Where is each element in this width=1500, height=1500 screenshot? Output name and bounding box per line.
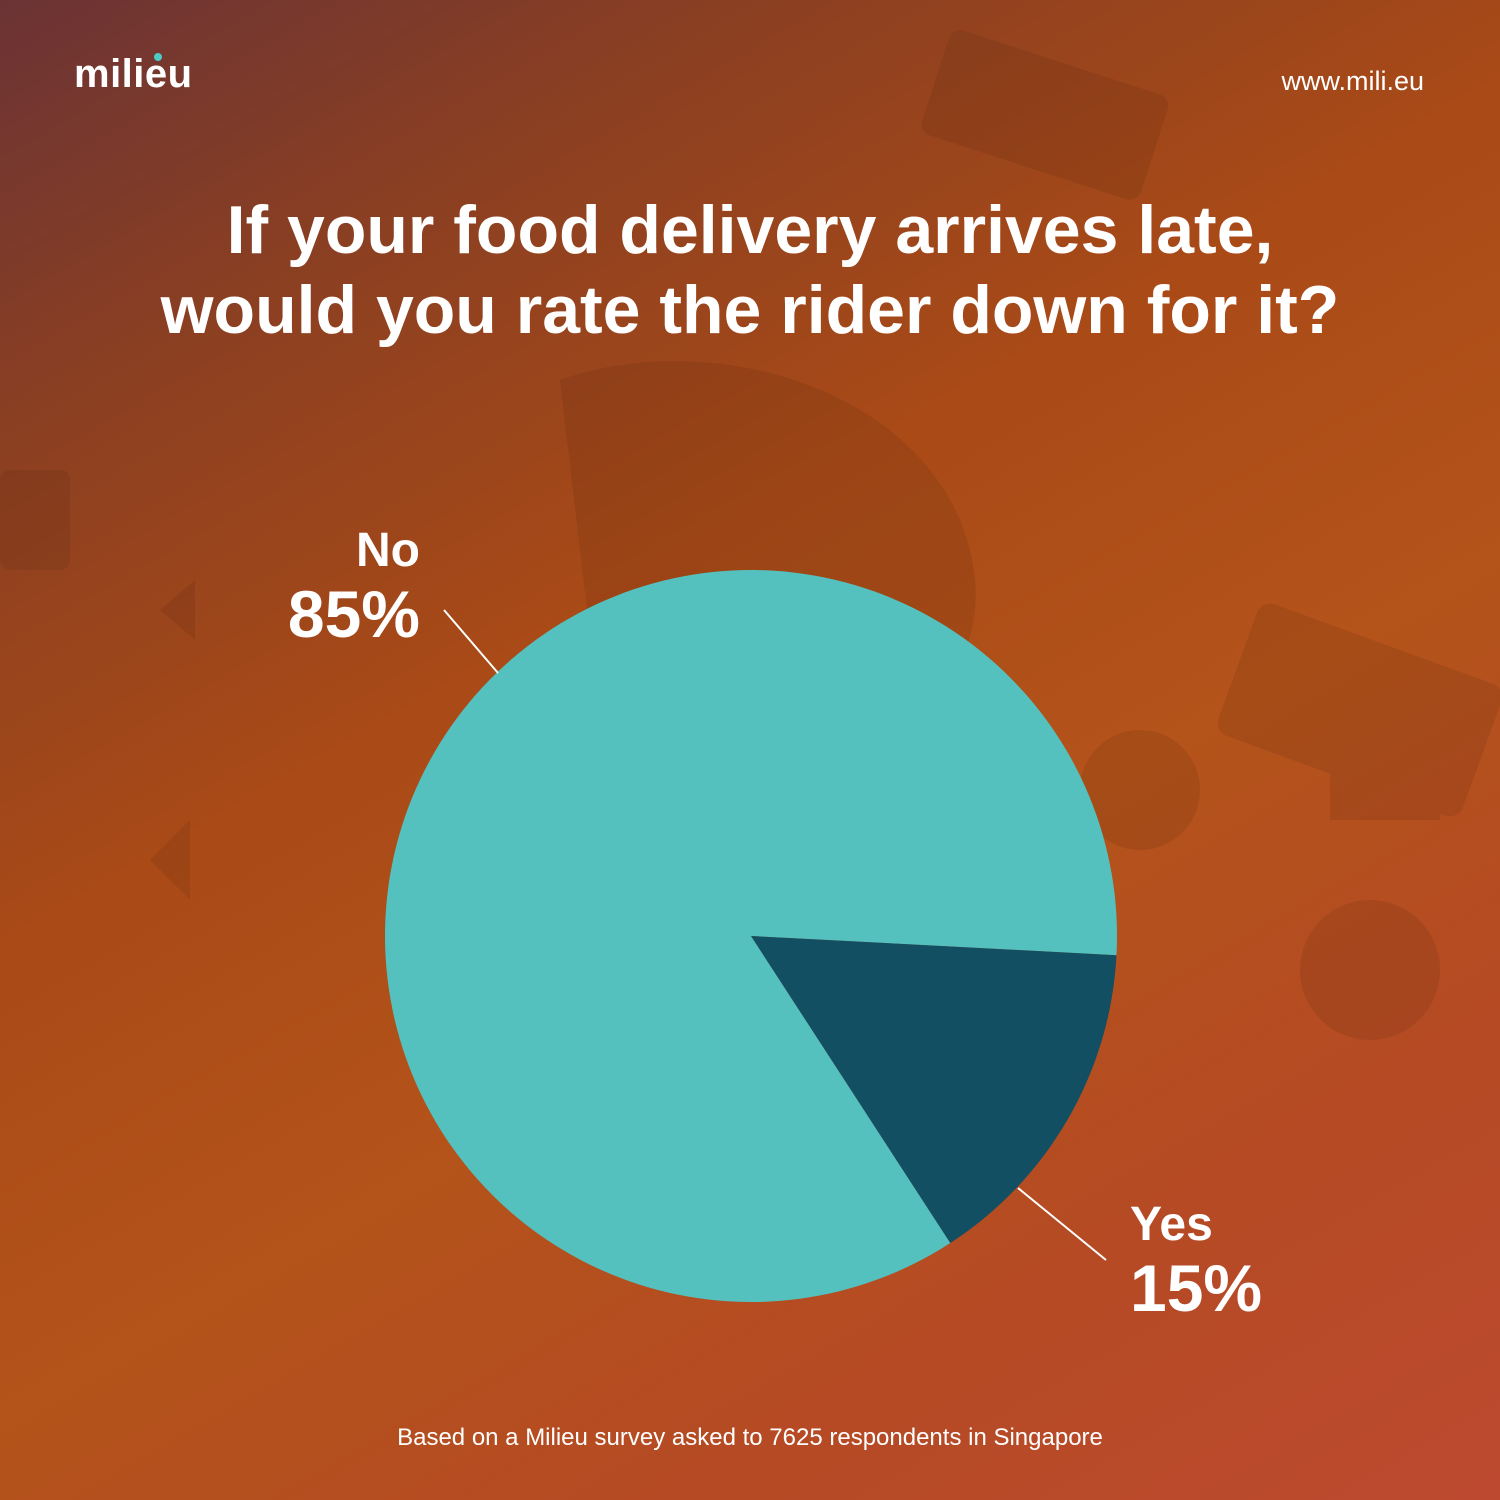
slice-label-no-name: No (356, 524, 420, 577)
pie-slice-yes (751, 936, 1117, 1243)
survey-footnote: Based on a Milieu survey asked to 7625 r… (397, 1424, 1103, 1451)
slice-label-yes-name: Yes (1130, 1198, 1213, 1251)
pie-slice-no (385, 570, 1118, 1303)
slice-label-yes-value: 15% (1130, 1251, 1263, 1325)
slice-label-no: No 85% (230, 524, 420, 650)
slice-label-no-value: 85% (287, 577, 420, 651)
logo-dot-icon (154, 53, 162, 61)
slice-label-yes: Yes 15% (1130, 1198, 1330, 1324)
leader-line-no (443, 609, 499, 674)
site-url: www.mili.eu (1281, 66, 1424, 96)
leader-line-yes (1017, 1187, 1107, 1261)
milieu-logo: milieu (74, 52, 193, 97)
chart-title-line-2: would you rate the rider down for it? (160, 272, 1340, 348)
chart-title: If your food delivery arrives late, woul… (60, 190, 1440, 350)
logo-text: milieu (74, 52, 193, 96)
chart-title-line-1: If your food delivery arrives late, (226, 192, 1274, 268)
